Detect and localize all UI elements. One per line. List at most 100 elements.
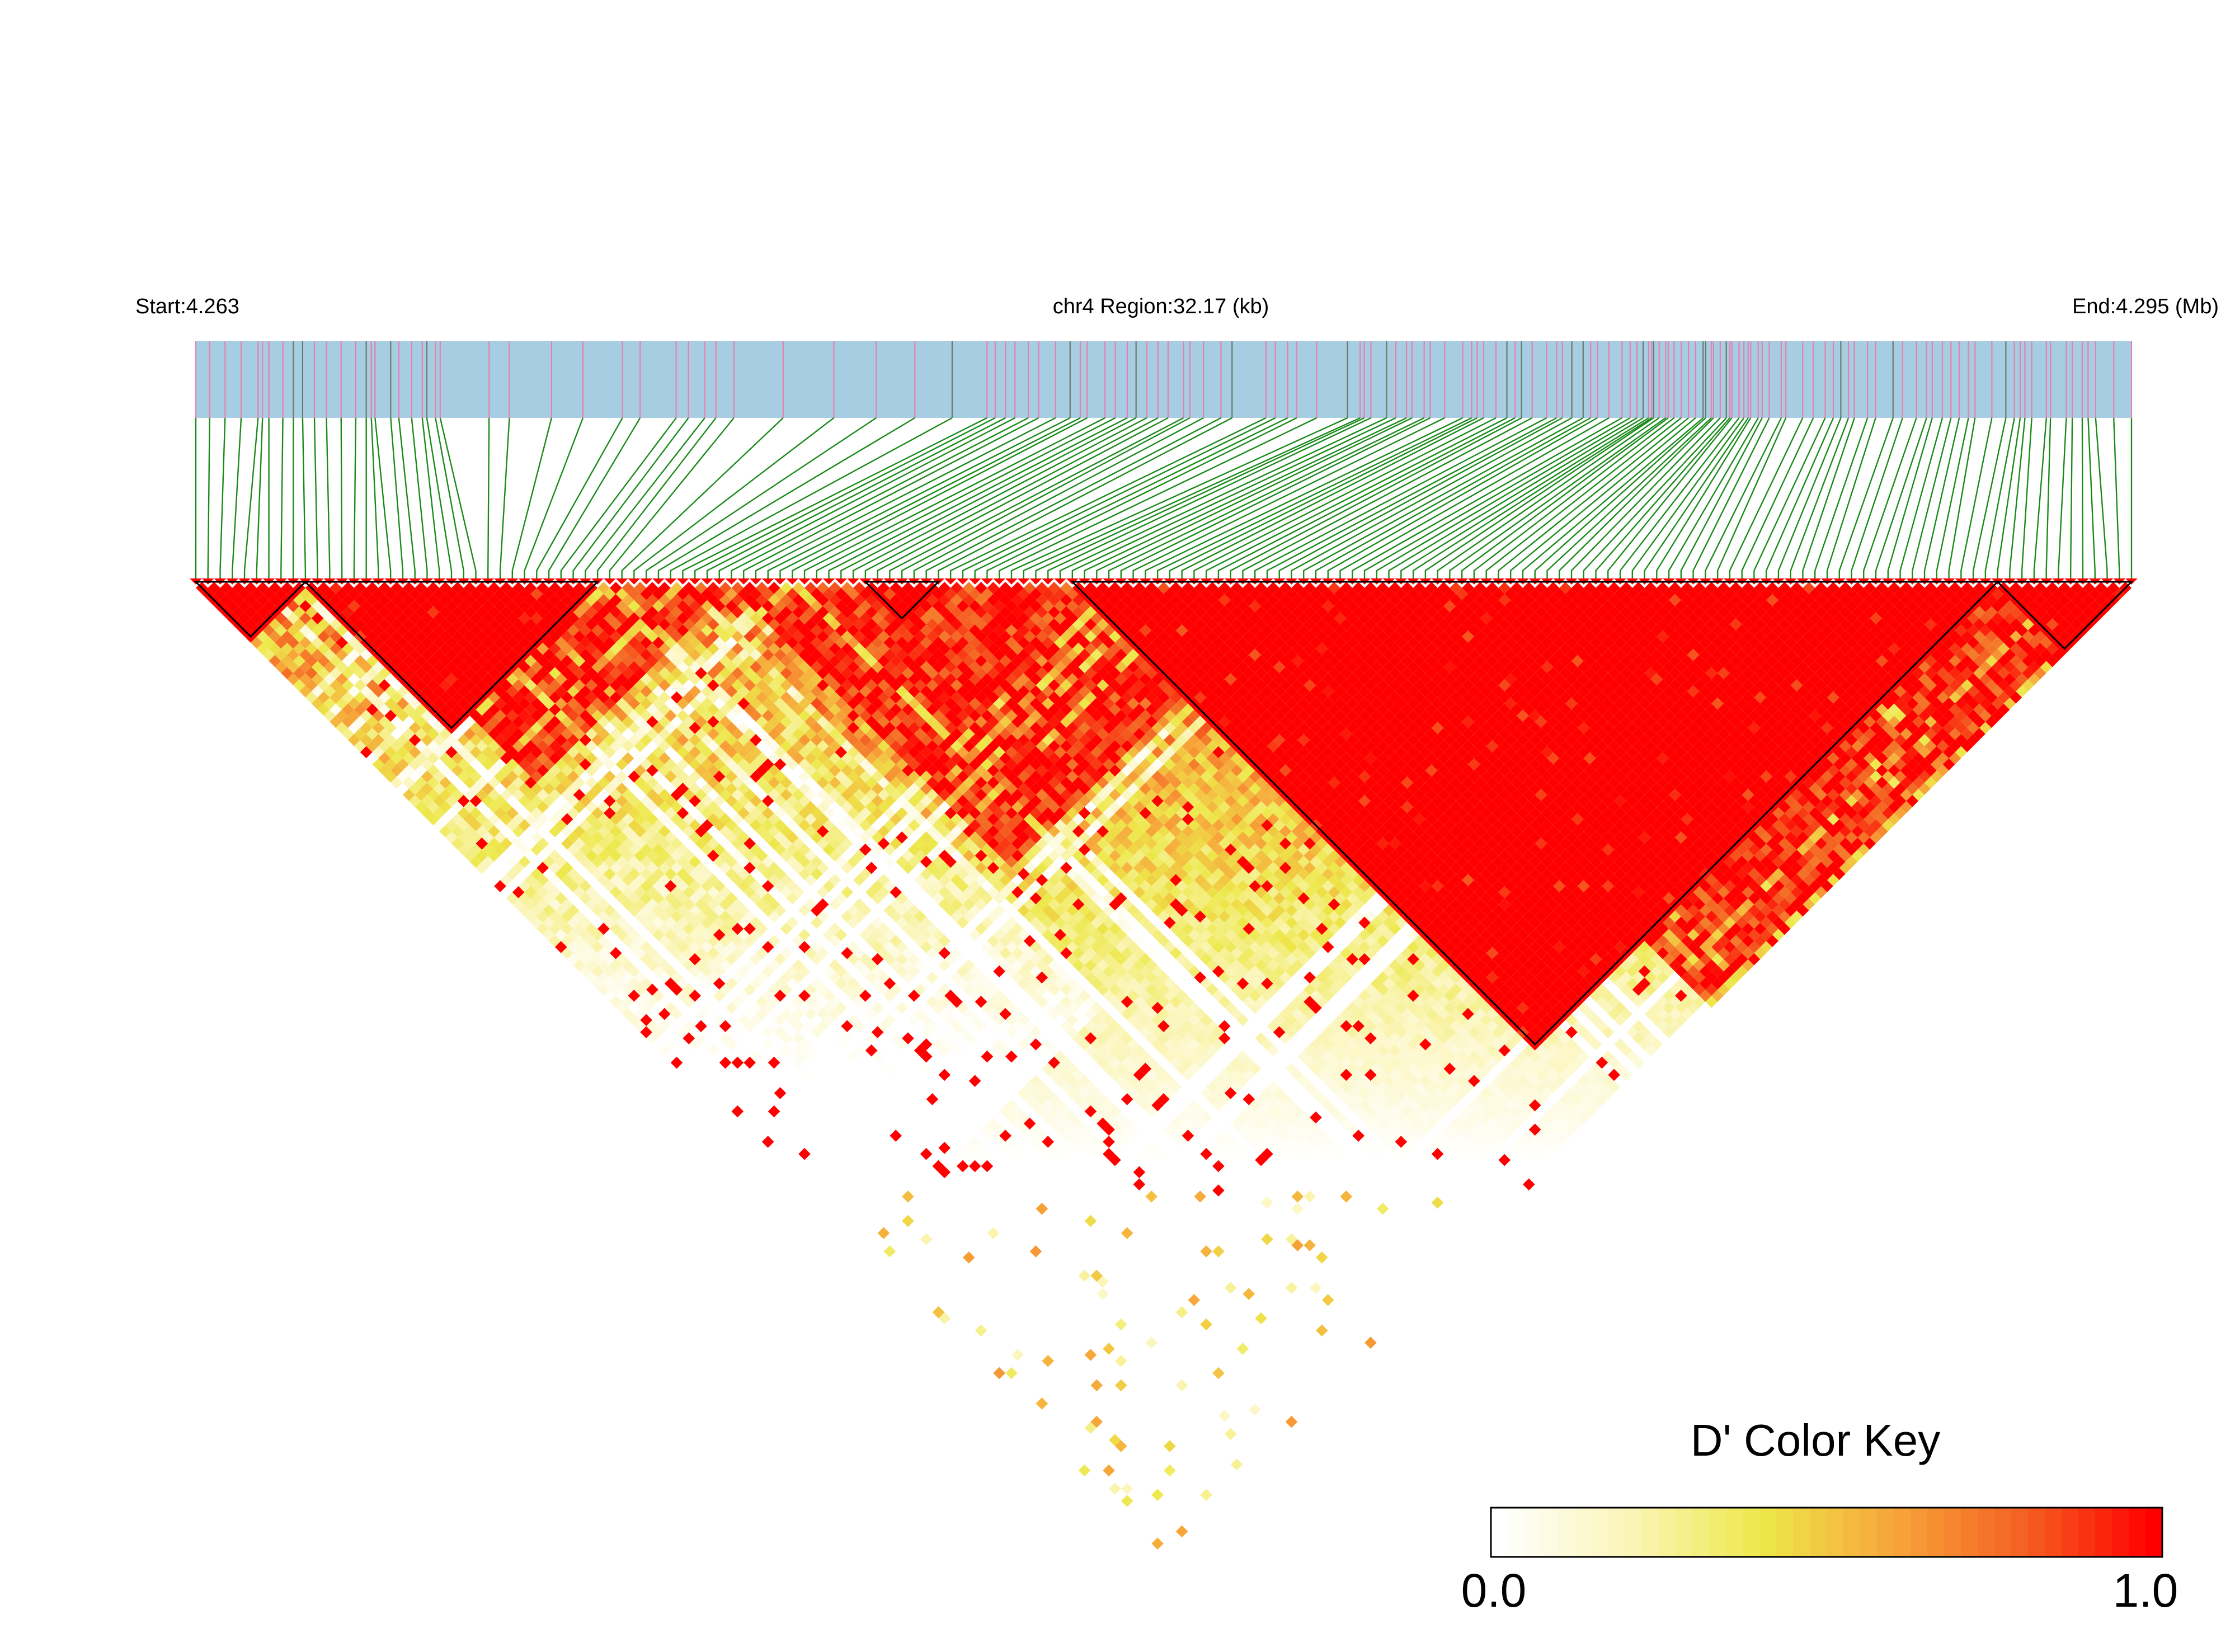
ld-cell <box>707 1081 719 1093</box>
ld-cell <box>1169 1507 1182 1519</box>
snp-connector <box>2009 417 2026 578</box>
ld-cell <box>354 679 366 691</box>
snp-connector <box>511 417 553 578</box>
ld-cell <box>433 770 446 783</box>
ld-cell <box>652 1026 665 1039</box>
snp-connector <box>572 417 689 578</box>
end-label: End:4.295 (Mb) <box>2072 295 2219 318</box>
ld-cell <box>707 1069 719 1081</box>
ld-cell <box>1090 1464 1103 1477</box>
ld-cell <box>1127 1452 1140 1465</box>
ld-cell <box>1054 1403 1066 1416</box>
ld-cell <box>476 849 488 862</box>
ld-cell <box>1103 1464 1115 1477</box>
ld-cell <box>975 1348 987 1361</box>
ld-cell <box>1023 1361 1036 1373</box>
snp-connector <box>1084 417 1407 578</box>
ld-cell <box>543 892 555 905</box>
ld-cell <box>786 1172 799 1185</box>
ld-cell <box>920 1257 933 1270</box>
ld-cell <box>628 989 641 1002</box>
ld-cell <box>877 1215 890 1227</box>
ld-cell <box>427 764 440 777</box>
snp-connector <box>913 417 1204 578</box>
ld-cell <box>323 673 336 685</box>
ld-cell <box>311 673 324 685</box>
ld-cell <box>1048 1385 1061 1397</box>
ld-cell <box>269 618 281 631</box>
ld-cell <box>962 1324 975 1337</box>
ld-cell <box>1084 1458 1097 1471</box>
ld-cell <box>390 728 403 740</box>
ld-cell <box>549 935 561 947</box>
ld-cell <box>597 935 610 947</box>
snp-connector <box>1984 417 2015 578</box>
ld-cell <box>561 923 573 935</box>
snp-marker <box>993 578 1006 585</box>
ld-cell <box>506 819 519 832</box>
ld-cell <box>975 1312 987 1325</box>
ld-cell <box>719 1105 732 1118</box>
ld-cell <box>951 1324 963 1337</box>
ld-cell <box>944 1306 957 1319</box>
ld-cell <box>439 825 451 837</box>
ld-cell <box>1151 1537 1164 1550</box>
ld-cell <box>1060 1422 1072 1434</box>
snp-marker <box>1042 578 1055 585</box>
snp-connector <box>1863 417 1917 578</box>
ld-cell <box>865 1202 878 1215</box>
ld-cell <box>256 642 269 655</box>
ld-cell <box>390 776 403 789</box>
snp-connector <box>232 417 242 578</box>
ld-cell <box>658 1032 671 1044</box>
ld-cell <box>512 874 525 887</box>
ld-cell <box>877 1202 890 1215</box>
ld-cell <box>1090 1476 1103 1489</box>
snp-connector <box>1059 417 1387 578</box>
snp-connector <box>1230 417 1522 578</box>
ld-cell <box>469 807 482 820</box>
gene-track <box>195 341 2133 418</box>
snp-connector <box>1303 417 1584 578</box>
ld-cell <box>1097 1446 1109 1458</box>
snp-connector <box>1583 417 1727 578</box>
ld-cell <box>1005 1343 1018 1355</box>
ld-cell <box>1011 1361 1024 1373</box>
ld-cell <box>871 1221 884 1234</box>
ld-cell <box>415 740 427 752</box>
ld-cell <box>999 1348 1011 1361</box>
snp-connector <box>633 417 835 578</box>
ld-cell <box>664 1001 677 1014</box>
ld-cell <box>323 648 336 661</box>
ld-cell <box>262 600 275 613</box>
ld-cell <box>336 661 349 674</box>
snp-connector <box>1729 417 1804 578</box>
ld-cell <box>981 1354 994 1367</box>
ld-cell <box>798 1136 811 1148</box>
ld-cell <box>1005 1391 1018 1404</box>
ld-cell <box>877 1227 890 1240</box>
ld-cell <box>1017 1343 1030 1355</box>
ld-cell <box>847 1233 859 1245</box>
ld-cell <box>1066 1440 1079 1452</box>
ld-cell <box>951 1276 963 1288</box>
ld-cell <box>469 819 482 832</box>
ld-cell <box>859 1184 872 1197</box>
snp-connector <box>374 417 392 578</box>
ld-cell <box>1127 1464 1140 1477</box>
ld-cell <box>920 1245 933 1258</box>
ld-cell <box>1072 1434 1085 1447</box>
snp-connector <box>1108 417 1425 578</box>
ld-cell <box>1054 1379 1066 1392</box>
ld-cell <box>646 1032 658 1044</box>
ld-cell <box>317 630 330 643</box>
ld-cell <box>1097 1458 1109 1471</box>
ld-cell <box>360 734 373 746</box>
snp-connector <box>435 417 464 578</box>
ld-cell <box>469 855 482 868</box>
ld-cell <box>330 667 342 680</box>
ld-cell <box>488 874 501 887</box>
ld-cell <box>1066 1391 1079 1404</box>
ld-cell <box>676 1038 689 1051</box>
